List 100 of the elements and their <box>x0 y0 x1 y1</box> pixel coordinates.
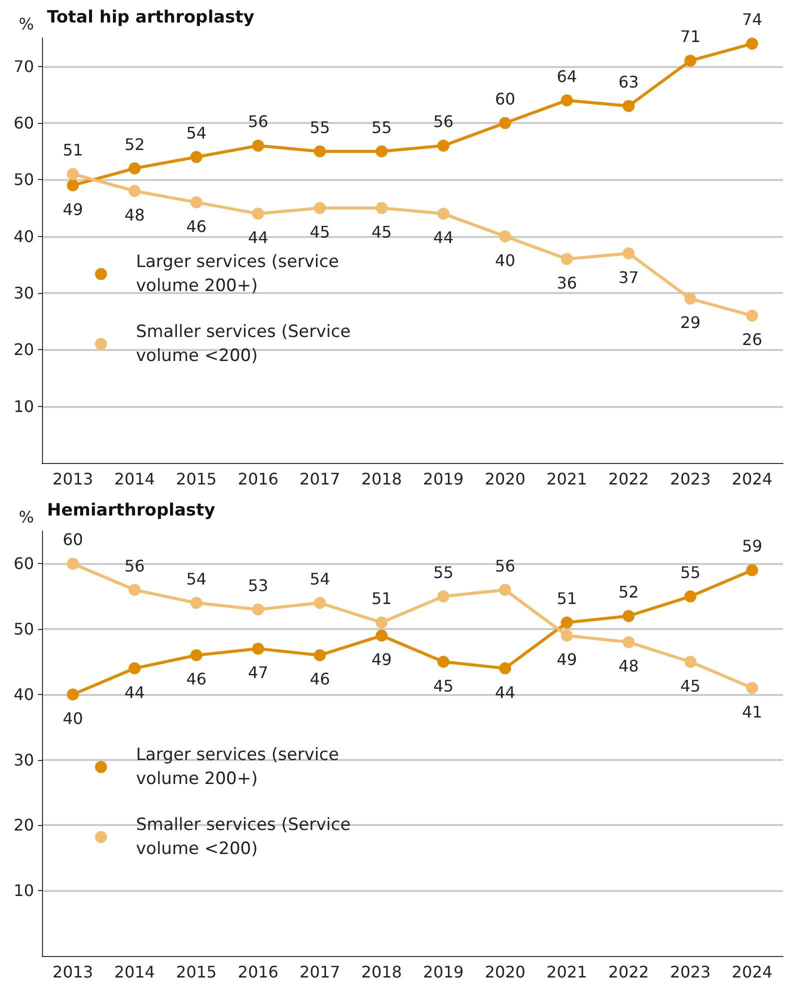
y-axis-title: % <box>18 14 34 34</box>
point <box>376 202 388 214</box>
data-label: 55 <box>371 118 392 137</box>
data-label: 52 <box>618 582 639 602</box>
point <box>622 636 635 648</box>
x-tick-label: 2022 <box>608 470 649 488</box>
point <box>252 140 264 152</box>
point <box>66 558 79 570</box>
y-tick-label: 40 <box>14 226 34 246</box>
x-tick-label: 2018 <box>361 470 402 488</box>
x-tick-label: 2016 <box>238 470 278 488</box>
point <box>252 642 264 655</box>
data-label: 54 <box>310 569 330 588</box>
data-label: 40 <box>62 708 84 728</box>
x-tick-label: 2021 <box>546 470 588 488</box>
point <box>746 38 758 50</box>
data-label: 44 <box>248 228 268 248</box>
y-tick-label: 20 <box>14 340 34 360</box>
y-tick-label: 10 <box>14 396 34 416</box>
y-tick-label: 40 <box>14 684 34 704</box>
data-label: 47 <box>248 663 268 682</box>
point <box>190 649 202 662</box>
x-tick-label: 2024 <box>732 962 772 982</box>
data-label: 56 <box>433 112 454 132</box>
point <box>560 616 573 629</box>
y-tick-label: 60 <box>14 114 34 132</box>
point <box>684 590 696 602</box>
data-label: 48 <box>124 206 145 224</box>
data-label: 26 <box>742 330 762 350</box>
y-tick-label: 50 <box>14 170 34 190</box>
data-label: 44 <box>494 682 516 702</box>
data-label: 63 <box>618 72 639 92</box>
point <box>622 247 635 260</box>
data-label: 53 <box>248 576 268 595</box>
data-label: 44 <box>124 682 145 702</box>
data-label: 51 <box>62 140 84 160</box>
point <box>560 630 573 642</box>
y-tick-label: 10 <box>14 881 34 900</box>
x-tick-label: 2019 <box>423 962 464 982</box>
data-label: 45 <box>433 676 454 696</box>
data-label: 51 <box>371 589 392 608</box>
point <box>252 603 264 616</box>
x-tick-label: 2019 <box>423 470 464 488</box>
x-tick-label: 2018 <box>361 962 402 982</box>
chart-title: Hemiarthroplasty <box>47 500 216 520</box>
x-tick-label: 2015 <box>176 470 217 488</box>
x-tick-label: 2022 <box>608 962 649 982</box>
data-label: 46 <box>310 670 330 689</box>
data-label: 54 <box>186 124 207 142</box>
point <box>437 140 450 152</box>
point <box>437 656 450 668</box>
data-label: 40 <box>494 250 516 270</box>
x-tick-label: 2014 <box>114 470 155 488</box>
point <box>746 564 758 576</box>
point <box>128 162 141 174</box>
y-tick-label: 30 <box>14 750 34 770</box>
x-tick-label: 2021 <box>546 962 588 982</box>
point <box>190 196 202 208</box>
data-label: 56 <box>124 556 145 576</box>
point <box>560 253 573 265</box>
point <box>746 310 758 322</box>
x-tick-label: 2017 <box>300 962 340 982</box>
x-tick-label: 2013 <box>52 962 94 982</box>
data-label: 45 <box>310 222 330 242</box>
point <box>252 208 264 220</box>
point <box>190 596 202 609</box>
x-tick-label: 2015 <box>176 962 217 982</box>
point <box>684 54 696 67</box>
y-tick-label: 20 <box>14 816 34 835</box>
legend-label: Larger services (service volume 200+) <box>136 252 344 296</box>
point <box>128 662 141 674</box>
x-tick-label: 2020 <box>484 470 526 488</box>
point <box>128 185 141 197</box>
legend-label: Smaller services (Service volume <200) <box>136 815 356 859</box>
y-tick-label: 60 <box>14 554 34 574</box>
data-label: 51 <box>556 589 578 608</box>
point <box>66 688 79 700</box>
data-label: 48 <box>618 656 639 676</box>
x-tick-label: 2024 <box>732 470 772 488</box>
point <box>499 117 512 129</box>
x-tick-label: 2020 <box>484 962 526 982</box>
data-label: 71 <box>680 27 701 46</box>
chart-title: Total hip arthroplasty <box>47 8 254 28</box>
data-label: 49 <box>62 200 84 219</box>
point <box>499 662 512 674</box>
point <box>499 584 512 596</box>
point <box>66 168 79 180</box>
point <box>499 230 512 242</box>
legend-label: Smaller services (Service volume <200) <box>136 322 356 366</box>
data-label: 37 <box>618 268 639 287</box>
data-label: 41 <box>742 702 762 722</box>
data-label: 55 <box>310 118 330 137</box>
point <box>128 584 141 596</box>
point <box>314 202 326 214</box>
data-label: 55 <box>680 562 701 582</box>
point <box>66 179 79 192</box>
data-label: 64 <box>556 66 578 86</box>
point <box>622 100 635 112</box>
point <box>684 656 696 668</box>
data-label: 60 <box>62 530 84 550</box>
